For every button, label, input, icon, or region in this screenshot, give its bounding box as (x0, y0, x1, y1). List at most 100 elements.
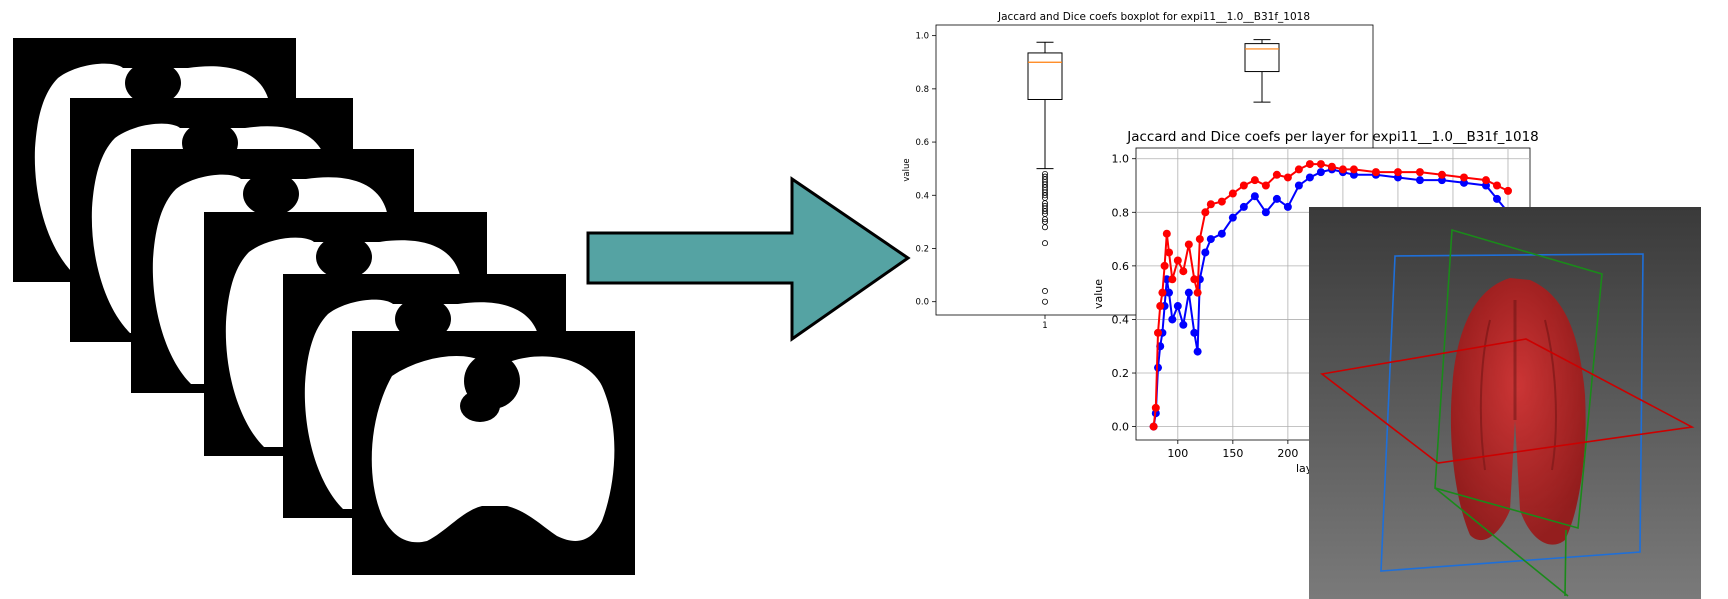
linechart-ytick-label: 0.4 (1112, 313, 1130, 326)
linechart-ylabel: value (1092, 279, 1105, 309)
linechart-point (1165, 248, 1174, 257)
linechart-point (1492, 194, 1501, 203)
linechart-point (1371, 168, 1380, 177)
linechart-point (1195, 235, 1204, 244)
boxplot-outlier (1042, 208, 1049, 215)
linechart-point (1393, 168, 1402, 177)
lung-volume (1450, 278, 1586, 545)
linechart-point (1250, 192, 1259, 201)
linechart-point (1151, 403, 1160, 412)
linechart-point (1193, 347, 1202, 356)
linechart-point (1261, 181, 1270, 190)
linechart-point (1459, 173, 1468, 182)
linechart-point (1294, 165, 1303, 174)
linechart-ytick-label: 0.6 (1112, 260, 1130, 273)
linechart-point (1179, 267, 1188, 276)
linechart-point (1184, 288, 1193, 297)
linechart-point (1217, 229, 1226, 238)
boxplot-outlier (1042, 298, 1049, 305)
linechart-point (1201, 208, 1210, 217)
boxplot-ytick-label: 0.2 (915, 244, 929, 254)
linechart-point (1162, 229, 1171, 238)
boxplot-ytick-label: 0.6 (915, 138, 929, 148)
linechart-point (1184, 240, 1193, 249)
linechart-point (1149, 422, 1158, 431)
boxplot-ylabel: value (902, 158, 912, 181)
linechart-point (1437, 170, 1446, 179)
linechart-point (1165, 288, 1174, 297)
boxplot-box (1027, 52, 1063, 100)
boxplot-ytick-label: 0.8 (915, 85, 929, 95)
linechart-point (1503, 186, 1512, 195)
linechart-point (1206, 235, 1215, 244)
linechart-point (1261, 208, 1270, 217)
linechart-point (1156, 302, 1165, 311)
linechart-point (1190, 328, 1199, 337)
boxplot-title: Jaccard and Dice coefs boxplot for expi1… (997, 11, 1310, 23)
linechart-ytick-label: 0.8 (1112, 206, 1130, 219)
boxplot-outlier (1042, 224, 1049, 231)
linechart-ytick-label: 1.0 (1112, 153, 1130, 166)
linechart-point (1250, 176, 1259, 185)
sagittal-plane (1434, 228, 1603, 530)
linechart-xtick-label: 150 (1222, 447, 1243, 460)
trachea-hole (125, 61, 181, 105)
linechart-point (1206, 200, 1215, 209)
linechart-point (1168, 275, 1177, 284)
linechart-point (1316, 160, 1325, 169)
linechart-point (1415, 176, 1424, 185)
linechart-ytick-label: 0.0 (1112, 421, 1130, 434)
linechart-point (1316, 168, 1325, 177)
linechart-point (1193, 288, 1202, 297)
linechart-point (1160, 261, 1169, 270)
trachea-hole (460, 390, 500, 422)
linechart-point (1162, 275, 1171, 284)
linechart-point (1168, 315, 1177, 324)
linechart-point (1272, 194, 1281, 203)
linechart-point (1338, 165, 1347, 174)
linechart-point (1349, 165, 1358, 174)
linechart-point (1305, 160, 1314, 169)
linechart-point (1327, 162, 1336, 171)
lung-3d-render (1309, 207, 1701, 599)
boxplot-outlier (1042, 216, 1049, 223)
linechart-point (1305, 173, 1314, 182)
linechart-point (1154, 328, 1163, 337)
trachea-hole (395, 297, 451, 341)
linechart-point (1283, 173, 1292, 182)
coronal-plane (1380, 253, 1644, 572)
trachea-hole (243, 172, 299, 216)
linechart-point (1173, 256, 1182, 265)
boxplot-box (1244, 43, 1280, 73)
linechart-point (1283, 202, 1292, 211)
linechart-point (1481, 176, 1490, 185)
linechart-title: Jaccard and Dice coefs per layer for exp… (1126, 129, 1539, 145)
boxplot-ytick-label: 0.0 (915, 298, 929, 308)
linechart-point (1239, 202, 1248, 211)
linechart-point (1239, 181, 1248, 190)
linechart-point (1201, 248, 1210, 257)
boxplot-xtick-label: 1 (1042, 321, 1047, 331)
trachea-hole (316, 235, 372, 279)
linechart-point (1217, 197, 1226, 206)
boxplot-ytick-label: 1.0 (915, 32, 929, 42)
linechart-xtick-label: 200 (1277, 447, 1298, 460)
boxplot-outlier (1042, 240, 1049, 247)
linechart-point (1228, 189, 1237, 198)
boxplot-outlier (1042, 192, 1049, 199)
linechart-point (1228, 213, 1237, 222)
boxplot-outlier (1042, 288, 1049, 295)
linechart-point (1179, 320, 1188, 329)
boxplot-ytick-label: 0.4 (915, 191, 929, 201)
linechart-point (1294, 181, 1303, 190)
linechart-xlabel: lay (1296, 462, 1313, 475)
linechart-point (1190, 275, 1199, 284)
linechart-ytick-label: 0.2 (1112, 367, 1130, 380)
mask-slice (352, 331, 635, 575)
linechart-point (1492, 181, 1501, 190)
mask-slice-stack (13, 38, 635, 575)
arrow-icon (586, 176, 911, 342)
lung-mask-shape (371, 356, 615, 543)
axial-plane (1320, 338, 1695, 464)
